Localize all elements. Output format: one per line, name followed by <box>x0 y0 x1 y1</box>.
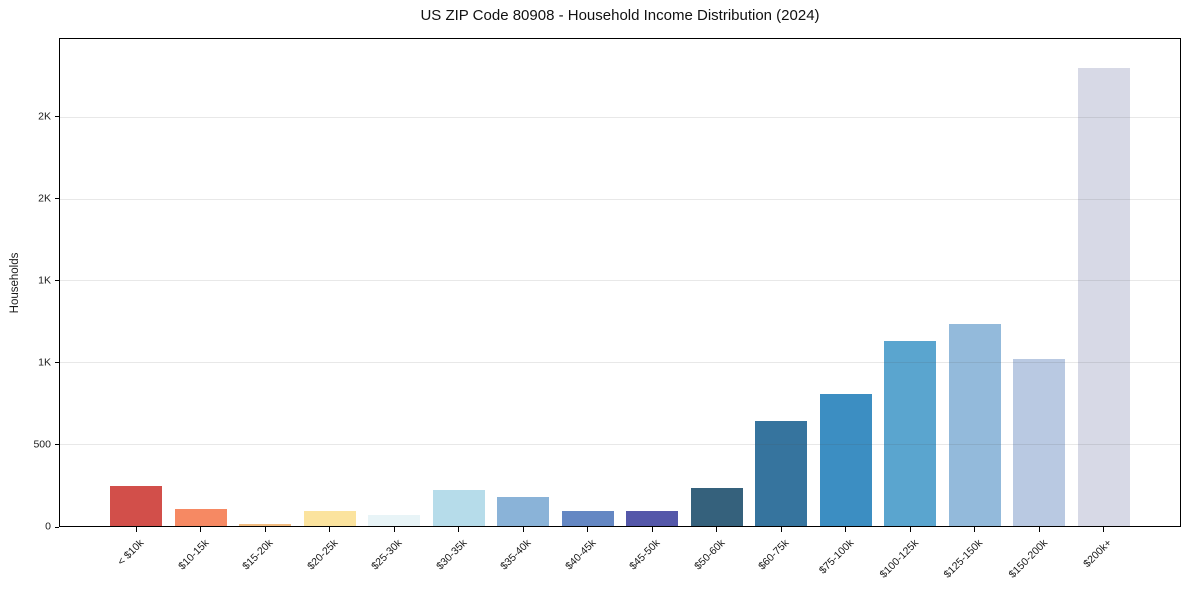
x-tick-mark <box>393 527 395 532</box>
x-tick-label: $10-15k <box>175 537 212 573</box>
bar-12 <box>819 393 872 526</box>
x-tick-label: $150-200k <box>1006 537 1050 581</box>
bar-7 <box>497 497 550 526</box>
y-tick-label: 2K <box>38 110 51 123</box>
x-tick-mark <box>845 527 847 532</box>
gridline <box>60 116 1180 118</box>
y-tick-mark <box>55 444 59 446</box>
bar-16 <box>1077 68 1130 526</box>
bar-slot <box>169 39 234 526</box>
x-tick-label: $50-60k <box>691 537 728 573</box>
x-tick-mark <box>522 527 524 532</box>
x-tick-label: $25-30k <box>369 537 405 573</box>
x-axis: < $10k $10-15k $15-20k $20-25k $25-30k $30-35… <box>60 527 1180 589</box>
bar-3 <box>239 523 292 526</box>
x-tick-mark <box>587 527 589 532</box>
gridline <box>60 198 1180 200</box>
bar-slot <box>1007 39 1072 526</box>
x-tick-label: $40-45k <box>562 537 599 573</box>
bar-15 <box>1013 358 1066 526</box>
bar-slot <box>298 39 363 526</box>
y-tick-label: 0 <box>45 520 51 533</box>
x-tick-label: $35-40k <box>498 537 534 573</box>
x-tick-mark <box>200 527 202 532</box>
bar-slot <box>491 39 556 526</box>
bar-slot <box>878 39 943 526</box>
x-tick-mark <box>135 527 137 532</box>
gridline <box>60 443 1180 445</box>
bar-1 <box>110 485 163 526</box>
bar-slot <box>1072 39 1137 526</box>
x-tick-label: $30-35k <box>433 537 470 573</box>
bar-slot <box>104 39 169 526</box>
bar-14 <box>948 324 1001 526</box>
bar-10 <box>690 488 743 526</box>
x-tick-label: $45-50k <box>627 537 663 573</box>
bar-8 <box>561 511 614 526</box>
x-tick-label: < $10k <box>115 537 147 568</box>
x-tick-label: $75-100k <box>816 537 857 577</box>
x-tick-mark <box>780 527 782 532</box>
y-tick-label: 1K <box>38 356 51 369</box>
y-tick-mark <box>55 116 59 118</box>
bar-13 <box>884 340 937 526</box>
bar-6 <box>432 490 485 526</box>
bars-container <box>60 39 1180 526</box>
y-tick-mark <box>55 526 59 528</box>
x-tick-label: $200k+ <box>1081 537 1115 571</box>
y-tick-label: 1K <box>38 274 51 287</box>
x-tick-mark <box>1103 527 1105 532</box>
bar-slot <box>556 39 621 526</box>
x-tick-label: $60-75k <box>756 537 792 573</box>
bar-11 <box>755 421 808 526</box>
bar-slot <box>943 39 1008 526</box>
bar-2 <box>174 508 227 526</box>
x-tick-mark <box>458 527 460 532</box>
bar-slot <box>427 39 492 526</box>
x-tick-label: $125-150k <box>941 537 986 581</box>
chart-title: US ZIP Code 80908 - Household Income Dis… <box>420 7 820 24</box>
bar-slot <box>233 39 298 526</box>
x-tick-mark <box>974 527 976 532</box>
y-tick-mark <box>55 362 59 364</box>
bar-slot <box>749 39 814 526</box>
y-tick-label: 500 <box>33 438 51 451</box>
x-tick-mark <box>264 527 266 532</box>
bar-slot <box>685 39 750 526</box>
gridline <box>60 362 1180 364</box>
bar-4 <box>303 511 356 526</box>
x-tick-mark <box>651 527 653 532</box>
gridline <box>60 280 1180 282</box>
x-tick-mark <box>716 527 718 532</box>
x-tick-label: $100-125k <box>877 537 921 581</box>
x-tick-mark <box>1038 527 1040 532</box>
y-tick-mark <box>55 198 59 200</box>
bar-5 <box>368 514 421 526</box>
bar-9 <box>626 511 679 526</box>
y-tick-label: 2K <box>38 192 51 205</box>
x-tick-label: $20-25k <box>304 537 341 573</box>
bar-slot <box>362 39 427 526</box>
x-tick-mark <box>329 527 331 532</box>
plot-area <box>59 38 1181 527</box>
x-tick-label: $15-20k <box>240 537 276 573</box>
y-tick-mark <box>55 280 59 282</box>
bar-slot <box>814 39 879 526</box>
bar-slot <box>620 39 685 526</box>
y-axis: 0 500 1K 1K 2K 2K <box>0 38 59 532</box>
x-tick-mark <box>909 527 911 532</box>
